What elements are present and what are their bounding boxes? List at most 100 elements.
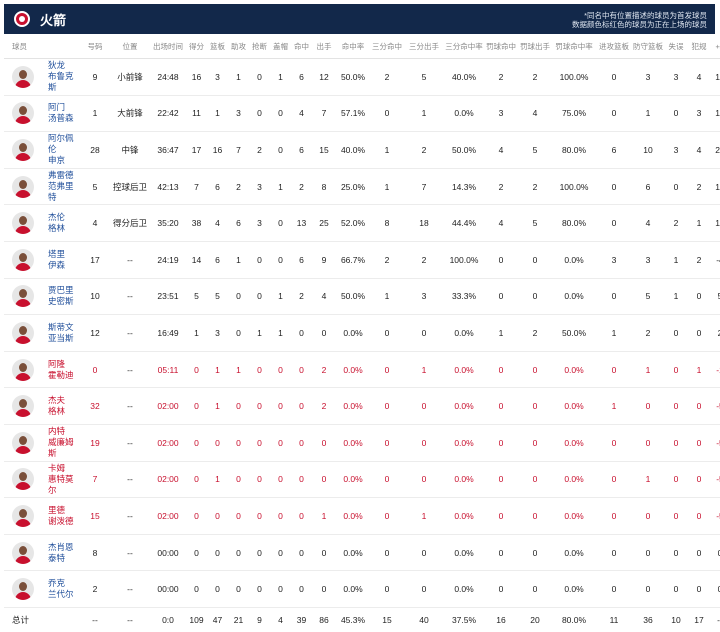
stat-cell: 12 xyxy=(80,314,110,352)
player-name[interactable]: 阿门 汤普森 xyxy=(48,102,80,124)
column-header[interactable]: 防守篮板 xyxy=(632,34,664,59)
column-header[interactable]: 盖帽 xyxy=(270,34,291,59)
player-info[interactable]: 杰肖恩 泰特 xyxy=(4,541,80,564)
player-name[interactable]: 阿尔佩伦 申京 xyxy=(48,133,80,166)
player-info[interactable]: 狄龙 布鲁克斯 xyxy=(4,60,80,93)
column-header[interactable]: 三分命中 xyxy=(370,34,404,59)
player-cell[interactable]: 内特 威廉姆斯 xyxy=(4,424,80,462)
player-avatar xyxy=(12,504,34,527)
player-cell[interactable]: 贾巴里 史密斯 xyxy=(4,278,80,316)
column-header[interactable]: 助攻 xyxy=(228,34,249,59)
player-cell[interactable]: 弗雷德 范弗里特 xyxy=(4,168,80,206)
player-info[interactable]: 弗雷德 范弗里特 xyxy=(4,170,80,203)
player-info[interactable]: 里德 谢泼德 xyxy=(4,504,80,527)
stat-cell: 0 xyxy=(186,534,207,572)
player-row[interactable]: 阿门 汤普森 1 大前锋 22:42 11 1 3 0 0 4 7 57.1% 0 1 0.0% 3 4 75.0%… xyxy=(4,95,720,133)
player-info[interactable]: 塔里 伊森 xyxy=(4,248,80,271)
player-cell[interactable]: 卡姆 惠特莫尔 xyxy=(4,461,80,499)
column-header[interactable]: 命中 xyxy=(291,34,312,59)
column-header[interactable]: 罚球出手 xyxy=(518,34,552,59)
player-info[interactable]: 阿尔佩伦 申京 xyxy=(4,133,80,166)
column-header[interactable]: 三分命中率 xyxy=(444,34,484,59)
player-cell[interactable]: 阿尔佩伦 申京 xyxy=(4,131,80,169)
column-header[interactable]: 失误 xyxy=(664,34,688,59)
stat-cell: 3 xyxy=(688,95,710,133)
player-name[interactable]: 狄龙 布鲁克斯 xyxy=(48,60,80,93)
player-row[interactable]: 卡姆 惠特莫尔 7 -- 02:00 0 1 0 0 0 0 0 0.0% 0 0 0.0% 0 0 0.0% 0 1 0… xyxy=(4,461,720,499)
column-header[interactable]: 命中率 xyxy=(336,34,370,59)
column-header[interactable]: 出场时间 xyxy=(150,34,186,59)
player-row[interactable]: 乔克 兰代尔 2 -- 00:00 0 0 0 0 0 0 0 0.0% 0 0 0.0% 0 0 0.0% 0 0 0 0… xyxy=(4,570,720,608)
player-name[interactable]: 内特 威廉姆斯 xyxy=(48,426,80,459)
stat-cell: 5 xyxy=(518,131,552,169)
player-row[interactable]: 内特 威廉姆斯 19 -- 02:00 0 0 0 0 0 0 0 0.0% 0 0 0.0% 0 0 0.0% 0 0… xyxy=(4,424,720,462)
column-header[interactable]: 抢断 xyxy=(249,34,270,59)
player-row[interactable]: 弗雷德 范弗里特 5 控球后卫 42:13 7 6 2 3 1 2 8 25.0% 1 7 14.3% 2 2 10… xyxy=(4,168,720,206)
player-row[interactable]: 里德 谢泼德 15 -- 02:00 0 0 0 0 0 0 1 0.0% 0 1 0.0% 0 0 0.0% 0 0 0… xyxy=(4,497,720,535)
player-cell[interactable]: 里德 谢泼德 xyxy=(4,497,80,535)
player-info[interactable]: 阿门 汤普森 xyxy=(4,102,80,125)
player-cell[interactable]: 塔里 伊森 xyxy=(4,241,80,279)
player-name[interactable]: 乔克 兰代尔 xyxy=(48,578,80,600)
player-info[interactable]: 卡姆 惠特莫尔 xyxy=(4,463,80,496)
player-info[interactable]: 阿隆 霍勒迪 xyxy=(4,358,80,381)
column-header[interactable]: 得分 xyxy=(186,34,207,59)
column-header[interactable]: 犯规 xyxy=(688,34,710,59)
column-header[interactable]: 球员 xyxy=(4,34,80,59)
player-row[interactable]: 杰肖恩 泰特 8 -- 00:00 0 0 0 0 0 0 0 0.0% 0 0 0.0% 0 0 0.0% 0 0 0 0… xyxy=(4,534,720,572)
totals-cell: -- xyxy=(717,614,720,625)
stat-cell: 0 xyxy=(249,58,270,96)
player-info[interactable]: 内特 威廉姆斯 xyxy=(4,426,80,459)
player-name[interactable]: 弗雷德 范弗里特 xyxy=(48,170,80,203)
player-row[interactable]: 狄龙 布鲁克斯 9 小前锋 24:48 16 3 1 0 1 6 12 50.0% 2 5 40.0% 2 2 10… xyxy=(4,58,720,96)
stat-cell: 24:19 xyxy=(150,241,186,279)
player-cell[interactable]: 阿隆 霍勒迪 xyxy=(4,351,80,389)
player-cell[interactable]: 阿门 汤普森 xyxy=(4,95,80,133)
column-header[interactable]: 进攻篮板 xyxy=(596,34,632,59)
stat-cell: 0 xyxy=(664,424,688,462)
player-name[interactable]: 杰夫 格林 xyxy=(48,395,80,417)
column-header[interactable]: 罚球命中率 xyxy=(552,34,596,59)
player-row[interactable]: 贾巴里 史密斯 10 -- 23:51 5 5 0 0 1 2 4 50.0% 1 3 33.3% 0 0 0.0%… xyxy=(4,278,720,316)
stat-cell: 0 xyxy=(664,168,688,206)
player-name[interactable]: 塔里 伊森 xyxy=(48,249,80,271)
player-row[interactable]: 杰伦 格林 4 得分后卫 35:20 38 4 6 3 0 13 25 52.0% 8 18 44.4% 4 5 8… xyxy=(4,204,720,242)
player-name[interactable]: 阿隆 霍勒迪 xyxy=(48,359,80,381)
player-name[interactable]: 斯蒂文 亚当斯 xyxy=(48,322,80,344)
stat-cell: 1 xyxy=(664,241,688,279)
player-info[interactable]: 贾巴里 史密斯 xyxy=(4,285,80,308)
player-name[interactable]: 卡姆 惠特莫尔 xyxy=(48,463,80,496)
player-info[interactable]: 乔克 兰代尔 xyxy=(4,578,80,601)
player-cell[interactable]: 杰肖恩 泰特 xyxy=(4,534,80,572)
player-name[interactable]: 杰伦 格林 xyxy=(48,212,80,234)
column-header[interactable]: 位置 xyxy=(110,34,150,59)
player-row[interactable]: 斯蒂文 亚当斯 12 -- 16:49 1 3 0 1 1 0 0 0.0% 0 0 0.0% 1 2 50.0% 1… xyxy=(4,314,720,352)
column-header[interactable]: 号码 xyxy=(80,34,110,59)
column-header[interactable]: +/- xyxy=(710,34,720,59)
stat-cell: 0 xyxy=(596,168,632,206)
column-header[interactable]: 三分出手 xyxy=(404,34,444,59)
player-name[interactable]: 杰肖恩 泰特 xyxy=(48,542,80,564)
player-cell[interactable]: 狄龙 布鲁克斯 xyxy=(4,58,80,96)
player-name[interactable]: 贾巴里 史密斯 xyxy=(48,285,80,307)
stat-cell: 0 xyxy=(186,351,207,389)
stat-cell: 3 xyxy=(228,95,249,133)
player-row[interactable]: 阿尔佩伦 申京 28 中锋 36:47 17 16 7 2 0 6 15 40.0% 1 2 50.0% 4 5 8… xyxy=(4,131,720,169)
player-cell[interactable]: 杰夫 格林 xyxy=(4,387,80,425)
player-row[interactable]: 塔里 伊森 17 -- 24:19 14 6 1 0 0 6 9 66.7% 2 2 100.0% 0 0 0.0%… xyxy=(4,241,720,279)
stat-cell: 3 xyxy=(249,204,270,242)
player-cell[interactable]: 斯蒂文 亚当斯 xyxy=(4,314,80,352)
player-name[interactable]: 里德 谢泼德 xyxy=(48,505,80,527)
player-info[interactable]: 斯蒂文 亚当斯 xyxy=(4,321,80,344)
player-info[interactable]: 杰伦 格林 xyxy=(4,212,80,235)
player-cell[interactable]: 乔克 兰代尔 xyxy=(4,570,80,608)
player-row[interactable]: 阿隆 霍勒迪 0 -- 05:11 0 1 1 0 0 0 2 0.0% 0 1 0.0% 0 0 0.0% 0 1 0 1… xyxy=(4,351,720,389)
player-row[interactable]: 杰夫 格林 32 -- 02:00 0 1 0 0 0 0 2 0.0% 0 0 0.0% 0 0 0.0% 1 0 0 0… xyxy=(4,387,720,425)
player-cell[interactable]: 杰伦 格林 xyxy=(4,204,80,242)
player-info[interactable]: 杰夫 格林 xyxy=(4,395,80,418)
column-header[interactable]: 篮板 xyxy=(207,34,228,59)
column-header[interactable]: 罚球命中 xyxy=(484,34,518,59)
column-header[interactable]: 出手 xyxy=(312,34,336,59)
stat-cell: 0 xyxy=(186,497,207,535)
stat-cell: 0 xyxy=(270,204,291,242)
